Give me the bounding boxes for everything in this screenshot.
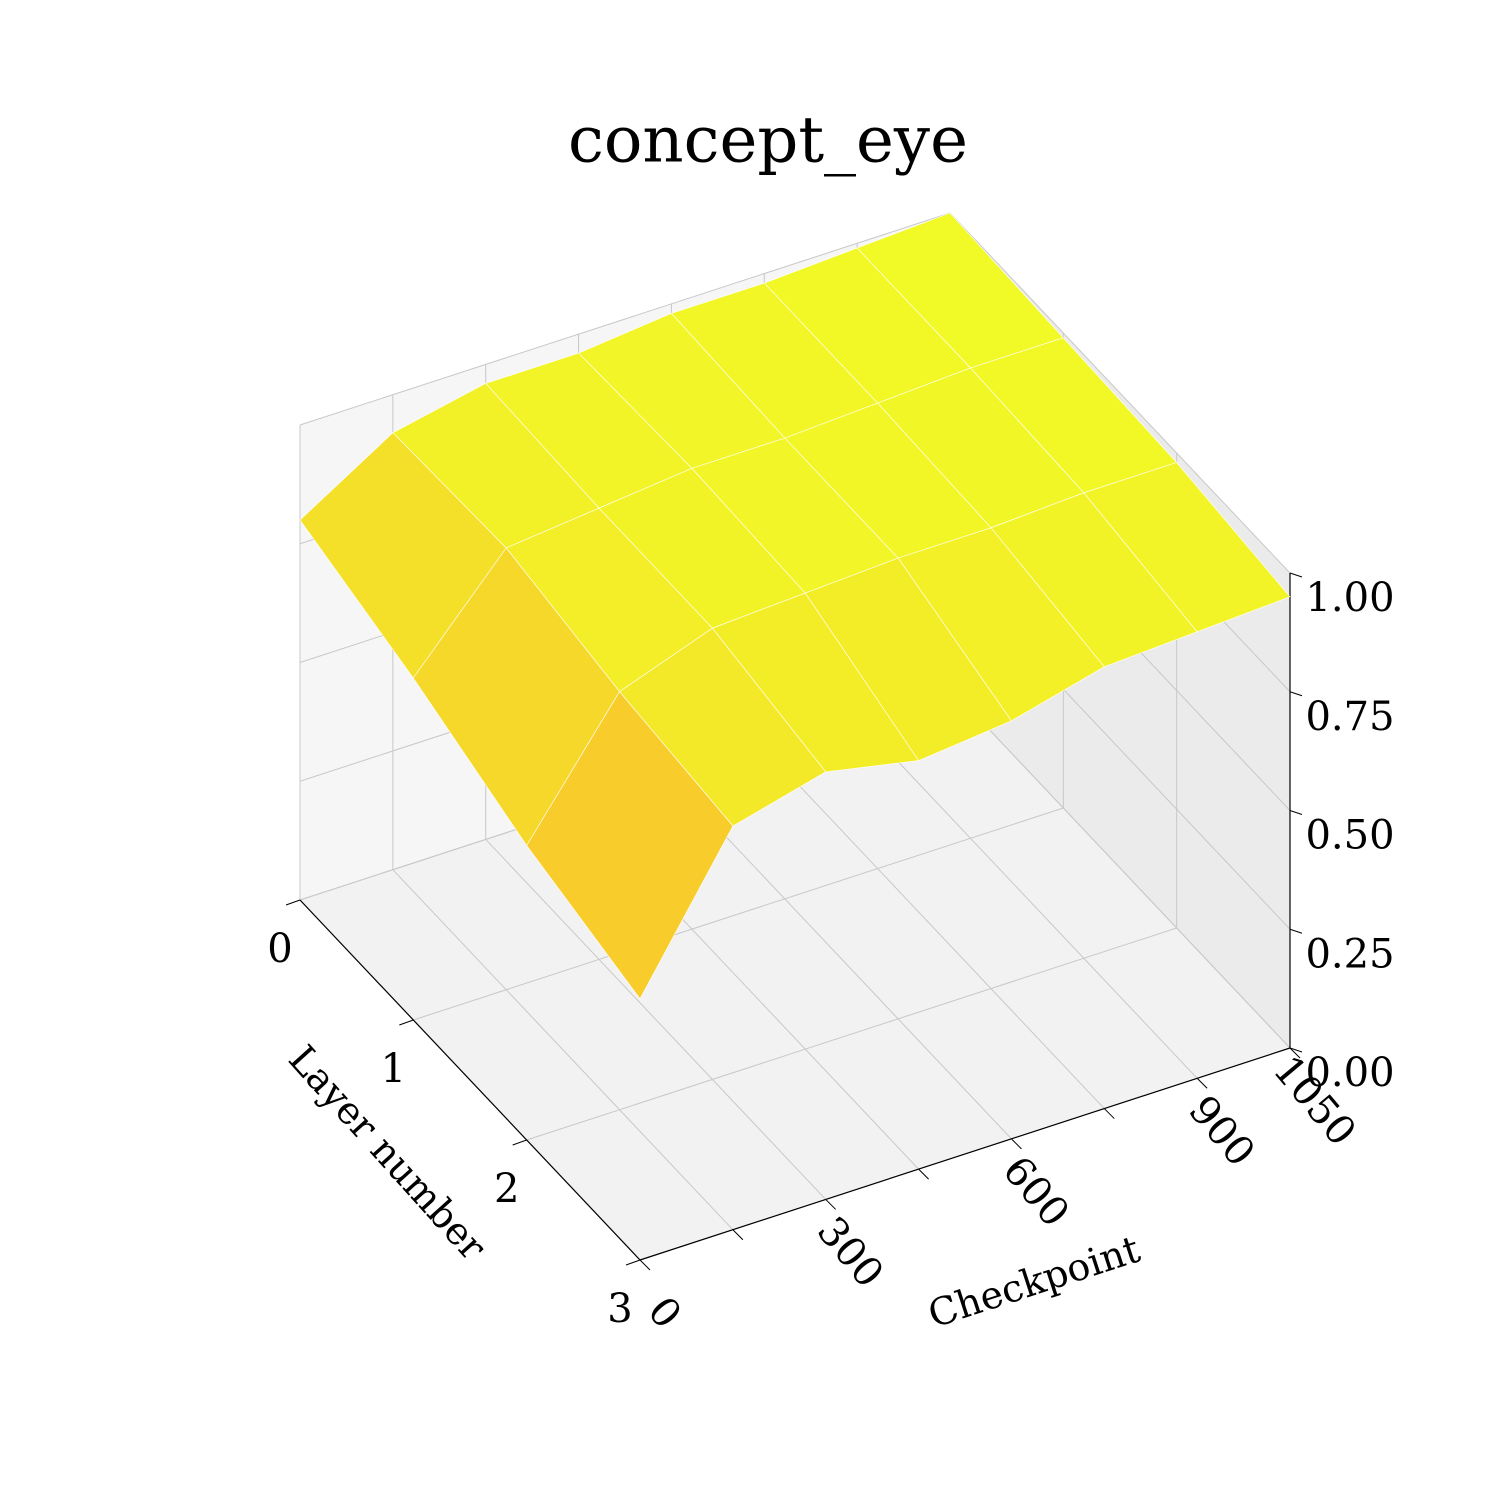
tick-mark — [1289, 1047, 1301, 1059]
tick-label: 0.75 — [1305, 694, 1394, 740]
tick-label: 1 — [381, 1046, 406, 1092]
tick-label: 600 — [994, 1148, 1078, 1236]
tick-mark — [1289, 572, 1303, 578]
grid-line — [856, 717, 1198, 1079]
tick-mark — [399, 1019, 414, 1026]
tick-mark — [625, 1259, 641, 1266]
tick-mark — [639, 1259, 651, 1271]
tick-label: 3 — [607, 1286, 632, 1332]
tick-mark — [732, 1229, 744, 1241]
tick-label: 0.00 — [1305, 1050, 1394, 1096]
grid-line — [949, 687, 1291, 1049]
tick-label: 0.50 — [1305, 813, 1394, 859]
tick-label: 1.00 — [1305, 575, 1394, 621]
tick-mark — [285, 899, 301, 906]
grid-line — [413, 807, 1064, 1021]
grid-line — [763, 748, 1105, 1109]
axis-line — [299, 899, 641, 1261]
grid-line — [392, 869, 734, 1231]
tick-label: 0 — [267, 926, 292, 972]
tick-label: 0.25 — [1305, 931, 1394, 977]
tick-mark — [1289, 691, 1303, 697]
grid-line — [949, 212, 1291, 574]
tick-mark — [1289, 1047, 1303, 1053]
tick-mark — [918, 1168, 929, 1180]
tick-mark — [1011, 1138, 1022, 1150]
grid-line — [299, 212, 951, 426]
chart-title: concept_eye — [568, 104, 968, 178]
tick-mark — [512, 1139, 527, 1146]
axis-line — [639, 1047, 1291, 1261]
tick-mark — [825, 1199, 837, 1210]
tick-mark — [1289, 810, 1303, 815]
grid-line — [485, 839, 827, 1200]
x-axis-label: Checkpoint — [923, 1227, 1145, 1337]
tick-mark — [1289, 928, 1303, 934]
tick-label: 900 — [1179, 1087, 1263, 1175]
grid-line — [671, 778, 1012, 1140]
tick-mark — [1103, 1108, 1115, 1119]
tick-mark — [1196, 1077, 1208, 1089]
tick-label: 2 — [494, 1166, 519, 1212]
tick-label: 300 — [808, 1208, 892, 1296]
grid-line — [526, 927, 1177, 1141]
tick-label: 0 — [638, 1289, 690, 1338]
surface-face — [526, 691, 734, 1000]
